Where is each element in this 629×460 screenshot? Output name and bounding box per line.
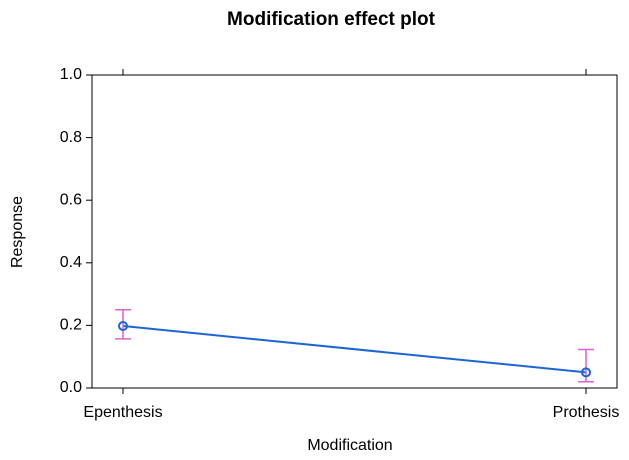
x-tick-label: Epenthesis (83, 404, 162, 421)
chart-title: Modification effect plot (227, 9, 436, 30)
y-tick-label: 0.8 (60, 129, 82, 146)
y-tick-label: 0.2 (60, 317, 82, 334)
point (581, 367, 591, 378)
y-tick-label: 0.4 (60, 254, 82, 271)
line (122, 325, 587, 374)
y-tick-label: 0.0 (60, 379, 82, 396)
y-tick-label: 1.0 (60, 66, 82, 83)
point (118, 321, 128, 332)
y-tick-label: 0.6 (60, 191, 82, 208)
x-axis-label: Modification (307, 437, 392, 454)
y-axis-label: Response (9, 196, 26, 268)
x-tick-label: Prothesis (553, 404, 620, 421)
plot-frame (91, 74, 618, 389)
